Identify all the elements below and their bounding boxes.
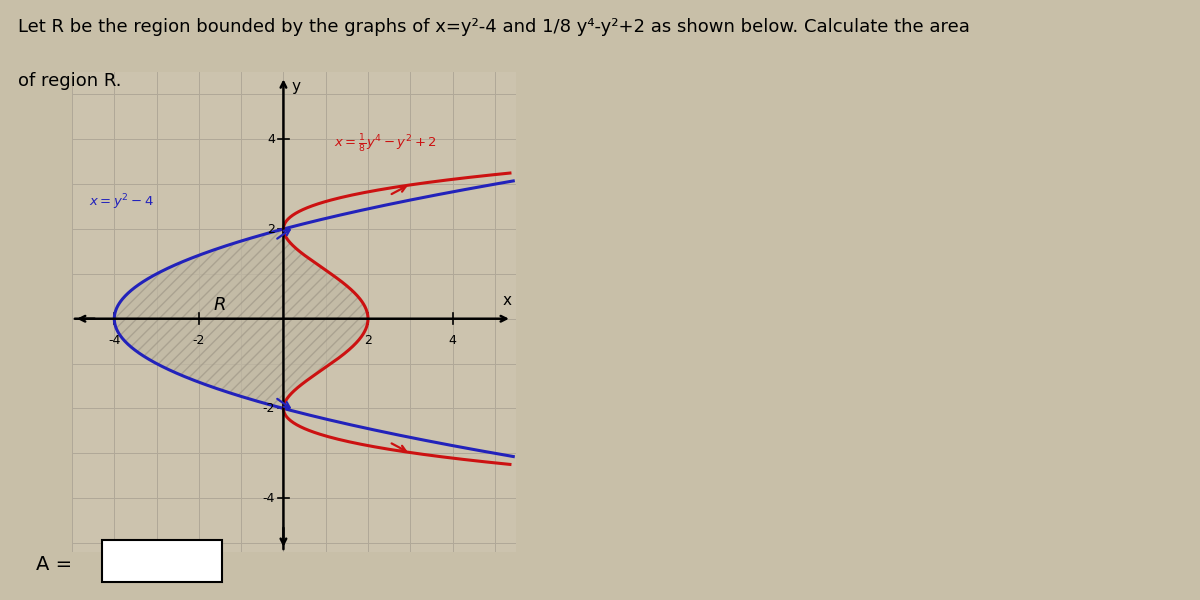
- Text: y: y: [292, 79, 300, 94]
- Text: 4: 4: [449, 334, 456, 347]
- Text: Let R be the region bounded by the graphs of x=y²-4 and 1/8 y⁴-y²+2 as shown bel: Let R be the region bounded by the graph…: [18, 18, 970, 36]
- Text: A =: A =: [36, 554, 72, 574]
- Text: $x = y^2 - 4$: $x = y^2 - 4$: [89, 192, 154, 212]
- Text: of region R.: of region R.: [18, 72, 121, 90]
- Text: -4: -4: [263, 491, 275, 505]
- Text: -2: -2: [263, 402, 275, 415]
- Text: -2: -2: [193, 334, 205, 347]
- Text: 4: 4: [268, 133, 275, 146]
- Text: -4: -4: [108, 334, 120, 347]
- Text: 2: 2: [268, 223, 275, 236]
- Text: 2: 2: [364, 334, 372, 347]
- Text: $x = \frac{1}{8}y^4 - y^2 + 2$: $x = \frac{1}{8}y^4 - y^2 + 2$: [334, 133, 437, 155]
- Text: x: x: [503, 293, 512, 308]
- Text: R: R: [214, 296, 227, 314]
